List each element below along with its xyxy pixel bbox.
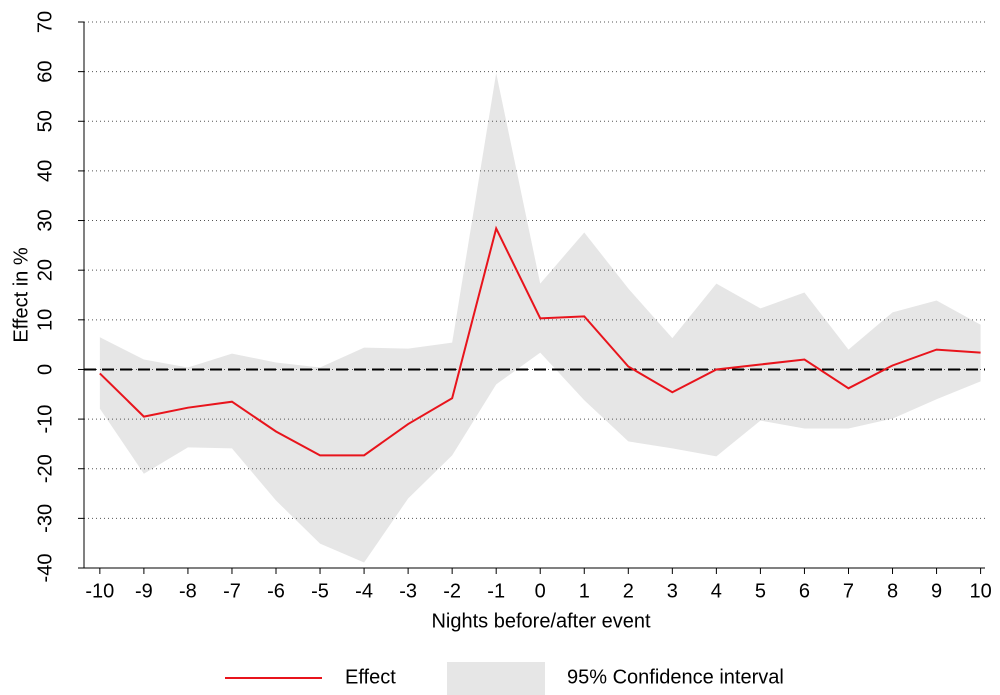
y-tick-label: 50 — [34, 110, 56, 132]
x-axis-title: Nights before/after event — [431, 610, 650, 632]
x-tick-label: 5 — [755, 580, 766, 602]
x-tick-label: 8 — [887, 580, 898, 602]
x-tick-label: -9 — [135, 580, 153, 602]
effect-line — [99, 225, 981, 457]
x-tick-label: 7 — [843, 580, 854, 602]
x-tick-label: -3 — [399, 580, 417, 602]
legend-swatch — [447, 662, 545, 695]
x-tick-label: -4 — [355, 580, 373, 602]
x-tick-label: -2 — [443, 580, 461, 602]
y-tick-label: -10 — [34, 405, 56, 434]
y-axis-title: Effect in % — [10, 247, 32, 342]
x-tick-label: 2 — [623, 580, 634, 602]
y-tick-label: -40 — [34, 554, 56, 583]
x-tick-label: 6 — [799, 580, 810, 602]
legend-label: Effect — [345, 666, 396, 688]
x-tick-label: -7 — [223, 580, 241, 602]
legend-label: 95% Confidence interval — [567, 666, 784, 688]
x-tick-label: -8 — [179, 580, 197, 602]
x-tick-label: -6 — [267, 580, 285, 602]
y-tick-label: 40 — [34, 160, 56, 182]
y-tick-label: 60 — [34, 61, 56, 83]
y-tick-label: -30 — [34, 504, 56, 533]
y-tick-label: 0 — [34, 364, 56, 375]
x-tick-label: -1 — [487, 580, 505, 602]
y-tick-label: 30 — [34, 209, 56, 231]
y-tick-label: -20 — [34, 454, 56, 483]
x-tick-label: -10 — [85, 580, 114, 602]
x-tick-label: -5 — [311, 580, 329, 602]
x-tick-label: 4 — [711, 580, 722, 602]
x-tick-label: 3 — [667, 580, 678, 602]
x-tick-label: 9 — [931, 580, 942, 602]
x-tick-label: 1 — [579, 580, 590, 602]
x-tick-label: 10 — [969, 580, 991, 602]
y-tick-label: 10 — [34, 309, 56, 331]
y-tick-label: 20 — [34, 259, 56, 281]
x-tick-label: 0 — [535, 580, 546, 602]
y-tick-label: 70 — [34, 11, 56, 33]
